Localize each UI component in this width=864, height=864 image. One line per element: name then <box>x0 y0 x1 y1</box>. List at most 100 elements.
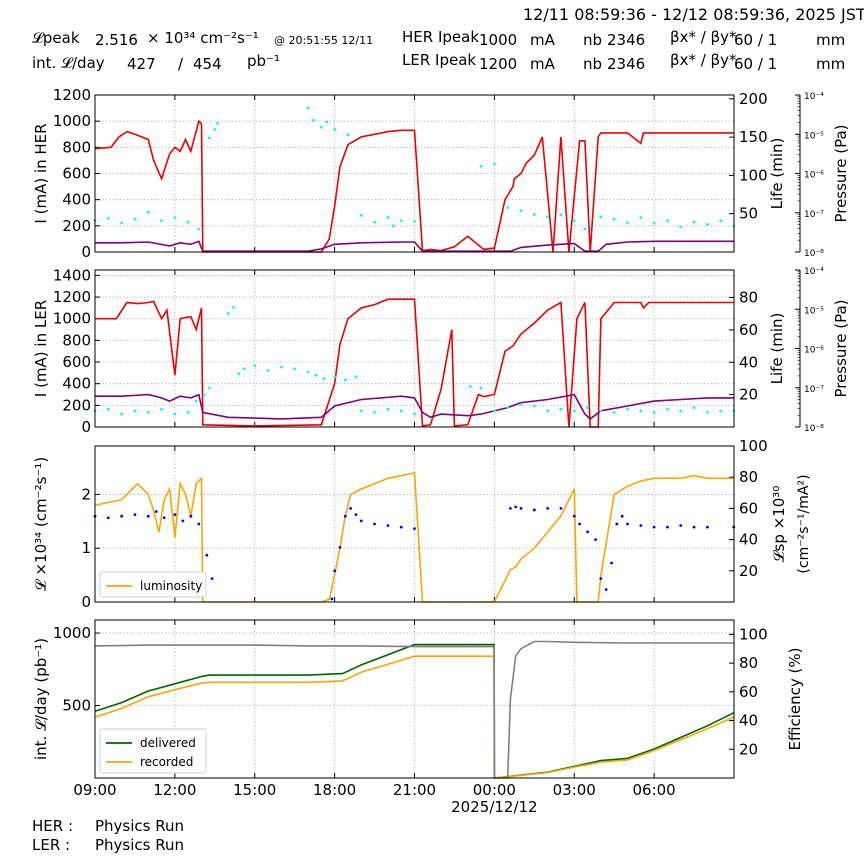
pressure-tick-label: 10⁻⁵ <box>804 131 824 141</box>
y-tick-label: 1200 <box>53 86 91 104</box>
life-series-line <box>95 393 734 420</box>
specific-point <box>532 508 536 512</box>
pressure-point <box>639 216 643 219</box>
pressure-point <box>216 121 219 125</box>
pressure-point <box>652 411 656 414</box>
y-tick-label: 0 <box>81 243 91 261</box>
y2-tick-label: 100 <box>739 166 768 184</box>
pressure-tick-label: 10⁻⁶ <box>804 171 824 181</box>
pressure-point <box>413 219 416 223</box>
pressure-point <box>479 386 483 390</box>
y2-tick-label: 100 <box>739 625 768 643</box>
pressure-point <box>173 412 177 416</box>
x-tick-label: 03:00 <box>553 781 596 799</box>
specific-point <box>210 577 214 580</box>
y-axis-label: 𝓛 ×10³⁴ (cm⁻²s⁻¹) <box>32 457 50 591</box>
her-ipeak-label: HER Ipeak <box>402 28 479 46</box>
pressure-point <box>612 411 616 414</box>
x-tick-label: 21:00 <box>393 781 436 799</box>
plot-frame <box>94 94 735 253</box>
pressure-point <box>232 305 235 309</box>
her-beta-value: 60 / 1 <box>734 31 778 49</box>
specific-point <box>594 538 597 541</box>
her-beta-label: βx* / βy* <box>670 28 737 46</box>
pressure-tick-label: 10⁻⁴ <box>804 267 824 277</box>
current-series-line <box>95 298 734 428</box>
luminosity-peak-unit: × 10³⁴ cm⁻²s⁻¹ <box>147 29 259 47</box>
specific-point <box>652 525 656 529</box>
pressure-point <box>612 217 616 221</box>
pressure-point <box>173 216 177 219</box>
specific-point <box>197 522 201 526</box>
x-tick-label: 06:00 <box>633 781 676 799</box>
pressure-point <box>197 227 201 231</box>
x-tick-label: 12:00 <box>153 781 196 799</box>
pressure-point <box>386 216 390 219</box>
pressure-point <box>469 385 472 388</box>
pressure-point <box>679 409 683 413</box>
pressure-point <box>325 120 329 124</box>
pressure-point <box>106 407 110 411</box>
pressure-point <box>492 162 496 166</box>
footer-her-label: HER : <box>32 817 74 835</box>
pressure-point <box>213 128 217 131</box>
integrated-lumi-recorded: 454 <box>193 55 222 73</box>
pressure-point <box>359 409 363 413</box>
specific-point <box>162 516 166 520</box>
legend-label: luminosity <box>140 579 202 593</box>
specific-point <box>519 507 523 510</box>
y2-axis-unit-label: (cm⁻²s⁻¹/mA²) <box>796 474 812 573</box>
x-date-label: 2025/12/12 <box>451 798 537 816</box>
pressure-point <box>692 220 696 224</box>
specific-point <box>386 524 390 527</box>
specific-point <box>333 569 337 573</box>
y2-tick-label: 150 <box>739 128 768 146</box>
life-series-line <box>95 240 734 252</box>
time-range: 12/11 08:59:36 - 12/12 08:59:36, 2025 JS… <box>523 5 864 24</box>
specific-point <box>639 524 643 527</box>
y2-axis-label: Efficiency (%) <box>786 648 804 751</box>
y-axis-label: I (mA) in HER <box>32 123 50 223</box>
pressure-point <box>186 411 190 414</box>
her-nb-value: 2346 <box>607 31 646 49</box>
specific-point <box>666 525 669 529</box>
pressure-point <box>413 412 416 416</box>
x-tick-label: 15:00 <box>233 781 276 799</box>
pressure-point <box>626 407 629 411</box>
y2-tick-label: 60 <box>739 499 758 517</box>
pressure-point <box>333 128 337 131</box>
pressure-point <box>479 164 483 168</box>
plot-frame <box>94 445 735 603</box>
y2-tick-label: 100 <box>739 437 768 455</box>
legend-label: delivered <box>140 736 196 750</box>
specific-point <box>604 588 608 591</box>
y-tick-label: 1200 <box>53 288 91 306</box>
footer-ler-status: Physics Run <box>95 836 185 854</box>
integrated-lumi-separator: / <box>178 55 184 73</box>
pressure-point <box>492 409 496 413</box>
specific-point <box>146 514 150 518</box>
pressure-point <box>306 106 310 110</box>
specific-point <box>546 507 550 510</box>
pressure-point <box>160 407 163 411</box>
pressure-point <box>386 407 390 411</box>
pressure-point <box>586 406 589 409</box>
y-tick-label: 400 <box>62 191 91 209</box>
pressure-point <box>333 375 337 379</box>
ler-ipeak-label: LER Ipeak <box>402 51 477 69</box>
x-tick-label: 09:00 <box>73 781 116 799</box>
specific-point <box>343 514 347 518</box>
x-tick-label: 00:00 <box>473 781 516 799</box>
pressure-point <box>546 409 550 413</box>
pressure-point <box>559 213 563 216</box>
pressure-point <box>719 219 723 223</box>
pressure-point <box>106 216 110 220</box>
specific-point <box>508 507 512 510</box>
pressure-point <box>354 375 358 379</box>
y-tick-label: 1400 <box>53 266 91 284</box>
pressure-point <box>266 368 270 372</box>
pressure-point <box>160 219 163 223</box>
pressure-point <box>343 378 347 382</box>
specific-point <box>330 597 334 601</box>
ler-ipeak-unit: mA <box>530 55 555 73</box>
